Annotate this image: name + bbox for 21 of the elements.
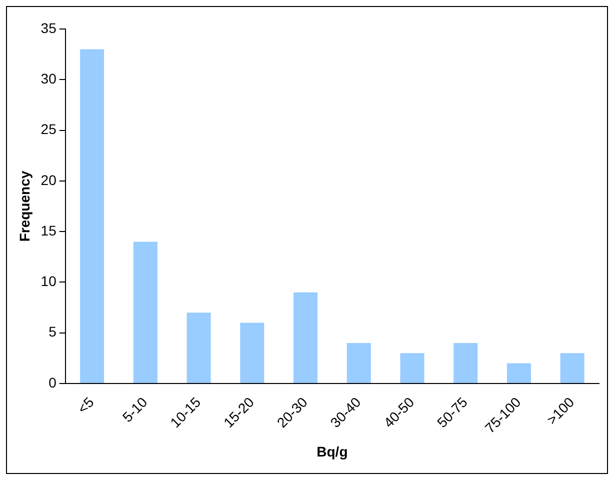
y-tick-label: 25	[40, 121, 57, 138]
bar	[560, 353, 584, 383]
y-tick-label: 30	[40, 70, 57, 86]
y-tick-label: 15	[40, 222, 57, 238]
bar	[294, 292, 318, 383]
y-tick-label: 20	[40, 172, 57, 188]
x-axis-title: Bq/g	[316, 443, 348, 460]
bar	[454, 342, 478, 383]
x-tick-label: <5	[74, 394, 98, 417]
bar	[133, 242, 158, 383]
y-tick-label: 5	[48, 324, 57, 340]
y-axis-title: Frequency	[16, 170, 32, 242]
bar	[80, 49, 104, 383]
y-tick-label: 0	[48, 374, 57, 390]
bar	[400, 353, 424, 383]
bar	[240, 322, 264, 383]
y-tick-label: 10	[40, 273, 57, 290]
bar	[506, 363, 531, 383]
bar	[346, 342, 371, 383]
bar	[186, 312, 211, 383]
y-tick-label: 35	[40, 20, 57, 36]
